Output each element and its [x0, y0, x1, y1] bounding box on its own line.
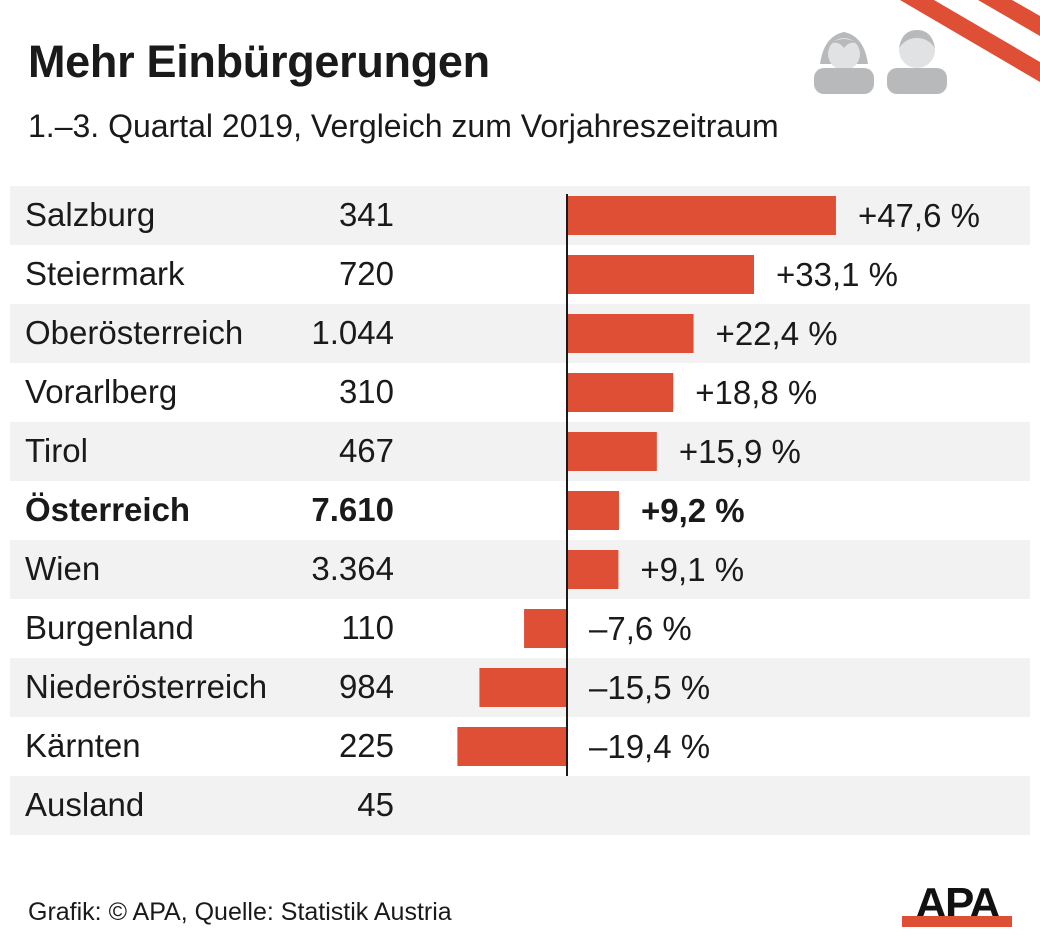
naturalization-count: 720	[338, 255, 394, 292]
table-row: Burgenland 110	[10, 599, 1030, 658]
naturalization-count: 467	[338, 432, 394, 469]
naturalization-count: 310	[338, 373, 394, 410]
region-name: Steiermark	[25, 255, 185, 292]
data-label: +18,8 %	[695, 374, 817, 411]
data-label: +47,6 %	[858, 197, 980, 234]
bar	[567, 373, 674, 412]
table-row: Steiermark 720	[10, 245, 1030, 304]
region-name: Wien	[25, 550, 101, 587]
region-name: Niederösterreich	[25, 668, 268, 705]
table-row: Ausland 45	[10, 776, 1030, 835]
chart-subtitle: 1.–3. Quartal 2019, Vergleich zum Vorjah…	[28, 108, 779, 144]
region-name: Oberösterreich	[25, 314, 244, 351]
region-name: Burgenland	[25, 609, 194, 646]
apa-logo: APA	[902, 879, 1012, 935]
bar	[457, 727, 567, 766]
people-icon	[810, 26, 960, 101]
bar	[567, 491, 619, 530]
table-row: Salzburg 341	[10, 186, 1030, 245]
naturalization-count: 984	[338, 668, 394, 705]
bar	[567, 432, 657, 471]
bar	[567, 255, 755, 294]
table-row: Kärnten 225	[10, 717, 1030, 776]
chart-title: Mehr Einbürgerungen	[28, 36, 490, 87]
data-table: Salzburg 341 Steiermark 720 Oberösterreich 1.…	[10, 186, 1030, 835]
person-male-icon	[887, 30, 947, 94]
region-name: Tirol	[25, 432, 88, 469]
naturalization-count: 1.044	[311, 314, 394, 351]
naturalization-count: 7.610	[311, 491, 394, 528]
naturalization-count: 3.364	[311, 550, 394, 587]
person-female-icon	[814, 32, 874, 94]
naturalization-count: 110	[341, 609, 394, 646]
bar	[567, 196, 836, 235]
naturalization-count: 225	[338, 727, 394, 764]
data-label: +15,9 %	[679, 433, 801, 470]
data-label: +33,1 %	[776, 256, 898, 293]
bar	[567, 550, 619, 589]
region-name: Kärnten	[25, 727, 141, 764]
data-label: –15,5 %	[589, 669, 710, 706]
source-credit: Grafik: © APA, Quelle: Statistik Austria	[28, 898, 452, 926]
austria-flag-stripes-icon	[860, 0, 1040, 90]
table-row: Wien 3.364	[10, 540, 1030, 599]
data-label: –7,6 %	[589, 610, 692, 647]
table-row: Tirol 467	[10, 422, 1030, 481]
table-row: Oberösterreich 1.044	[10, 304, 1030, 363]
bar	[524, 609, 567, 648]
region-name: Salzburg	[25, 196, 156, 233]
table-row: Österreich 7.610	[10, 481, 1030, 540]
data-label: +22,4 %	[716, 315, 838, 352]
bar	[479, 668, 567, 707]
region-name: Österreich	[25, 491, 191, 528]
naturalization-count: 45	[357, 786, 394, 823]
data-label: +9,1 %	[640, 551, 744, 588]
region-name: Ausland	[25, 786, 145, 823]
table-row: Vorarlberg 310	[10, 363, 1030, 422]
naturalization-count: 341	[338, 196, 394, 233]
bar-chart: +47,6 % +33,1 % +22,4 % +18,8 % +15,9 % +9,2 …	[457, 194, 980, 776]
data-label: +9,2 %	[641, 492, 745, 529]
region-name: Vorarlberg	[25, 373, 178, 410]
bar	[567, 314, 694, 353]
data-label: –19,4 %	[589, 728, 710, 765]
